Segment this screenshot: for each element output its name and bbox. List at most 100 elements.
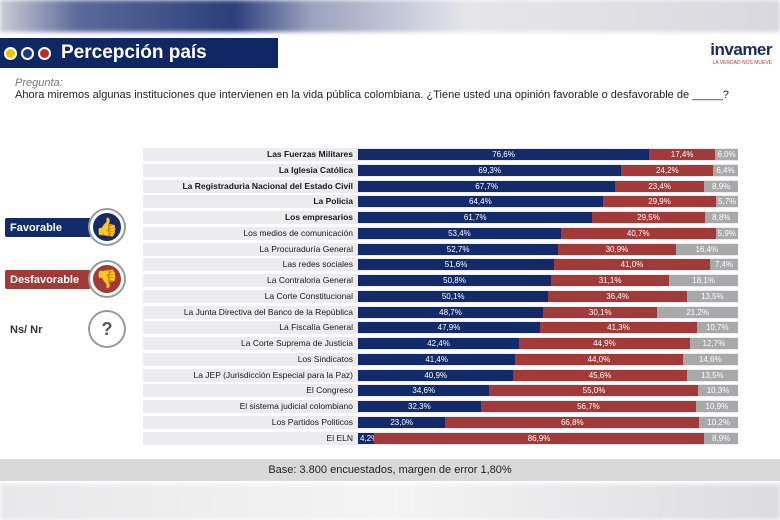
bar-value-label: 45,6% [588,370,612,380]
thumbs-up-icon: 👍 [90,210,124,244]
chart-row: El Congreso 34,6% 55,0% 10,3% [143,384,738,398]
bar-value-label: 29,5% [637,213,660,222]
bar-value-label: 53,4% [448,228,471,238]
bar-value-label: 10,9% [705,402,729,411]
bar-value-label: 64,4% [469,197,492,207]
category-label: La Fiscalía General [279,322,353,333]
bar-value-label: 30,9% [605,244,629,254]
bar-nsnr: 6,0% [715,149,738,160]
category-label: La Junta Directiva del Banco de la Repúb… [183,306,353,317]
bar-value-label: 4,2% [360,433,379,443]
bar-favorable: 76,6% [358,149,650,160]
bar-value-label: 56,7% [577,402,600,411]
bar-value-label: 5,7% [718,197,737,207]
bar-desfavorable: 55,0% [489,385,699,397]
bar-value-label: 10,2% [707,417,730,427]
bar-value-label: 13,5% [700,370,724,380]
bar-favorable: 23,0% [358,416,446,428]
bar-value-label: 69,3% [478,165,501,175]
bar-desfavorable: 17,4% [649,149,716,160]
bar-desfavorable: 41,3% [540,322,697,334]
bar-favorable: 61,7% [358,212,593,223]
bar-desfavorable: 30,9% [558,243,676,255]
blue-dot-icon [21,46,34,60]
chart-row: La Iglesia Católica 69,3% 24,2% 6,4% [143,163,738,177]
title-bar: Percepción país [0,38,278,68]
category-label: Los medios de comunicación [243,227,353,238]
bar-value-label: 36,4% [606,291,629,301]
bar-value-label: 34,6% [412,386,436,396]
bar-nsnr: 10,3% [698,385,738,397]
bar-favorable: 4,2% [358,432,378,444]
category-label: El sistema judicial colombiano [239,401,353,411]
bar-value-label: 8,8% [712,213,731,222]
bar-desfavorable: 44,0% [515,353,683,365]
bar-desfavorable: 31,1% [551,275,670,286]
bar-value-label: 21,2% [686,307,710,317]
bar-favorable: 41,4% [358,353,516,365]
bar-nsnr: 14,6% [682,353,738,365]
bar-desfavorable: 40,7% [560,227,716,239]
bar-value-label: 10,7% [705,323,729,333]
category-label: Las redes sociales [282,259,353,270]
bar-value-label: 8,9% [711,181,731,191]
bar-desfavorable: 30,1% [543,306,658,318]
bar-favorable: 47,9% [358,322,541,334]
bar-value-label: 67,7% [475,181,498,191]
bar-desfavorable: 56,7% [480,401,697,412]
bar-desfavorable: 45,6% [513,369,687,381]
bar-nsnr: 21,2% [657,306,738,318]
bar-nsnr: 13,5% [686,369,738,381]
bar-value-label: 6,0% [717,150,736,159]
chart-row: La Corte Suprema de Justicia 42,4% 44,9% 12… [143,337,738,350]
bar-value-label: 23,0% [390,417,414,427]
bar-value-label: 10,3% [706,386,730,396]
bar-nsnr: 10,9% [696,401,738,412]
question-mark-icon: ? [90,312,124,346]
bar-favorable: 69,3% [358,164,622,176]
bar-nsnr: 10,2% [699,416,738,428]
bar-value-label: 6,4% [716,165,735,175]
bar-value-label: 50,1% [441,291,465,301]
bar-nsnr: 5,9% [715,227,738,239]
red-dot-icon [38,46,51,60]
bar-value-label: 41,3% [607,323,630,333]
bar-value-label: 48,7% [439,307,462,317]
chart-row: El ELN 4,2% 86,9% 8,9% [143,431,738,445]
bar-value-label: 23,4% [648,181,672,191]
bar-value-label: 16,4% [695,244,719,254]
bar-value-label: 24,2% [655,165,679,175]
bar-desfavorable: 41,0% [554,259,710,271]
chart-row: El sistema judicial colombiano 32,3% 56,7%… [143,400,738,413]
bar-value-label: 32,3% [408,402,431,411]
bar-value-label: 13,5% [700,291,724,301]
blurred-bottom-banner [0,484,780,520]
footer-base-note: Base: 3.800 encuestados, margen de error… [0,459,780,481]
chart-row: La Fiscalía General 47,9% 41,3% 10,7% [143,321,738,335]
category-label: La Contraloria General [267,275,353,285]
bar-value-label: 12,7% [702,339,726,348]
bar-value-label: 44,0% [587,354,611,364]
bar-value-label: 52,7% [446,244,470,254]
invamer-logo: invamer LA VERDAD NOS MUEVE [710,40,772,66]
bar-nsnr: 6,4% [713,164,738,176]
chart-row: Los Sindicatos 41,4% 44,0% 14,6% [143,352,738,366]
category-label: Los Sindicatos [297,353,353,364]
chart-row: Los Partidos Politicos 23,0% 66,8% 10,2% [143,415,738,429]
bar-favorable: 50,8% [358,275,552,286]
bar-desfavorable: 29,5% [592,212,705,223]
chart-row: La JEP (Jurisdicción Especial para la Pa… [143,368,738,382]
bar-favorable: 52,7% [358,243,559,255]
thumbs-down-icon: 👎 [90,262,124,296]
bar-nsnr: 12,7% [689,338,738,349]
bar-nsnr: 8,8% [704,212,738,223]
bar-favorable: 67,7% [358,180,616,192]
chart-row: La Procuraduría General 52,7% 30,9% 16,4% [143,242,738,256]
bar-value-label: 61,7% [463,213,487,222]
bar-favorable: 50,1% [358,290,549,302]
bar-value-label: 7,4% [714,260,734,270]
bar-value-label: 31,1% [598,276,622,285]
bar-desfavorable: 86,9% [373,432,705,444]
bar-desfavorable: 44,9% [519,338,690,349]
bar-value-label: 47,9% [437,323,461,333]
